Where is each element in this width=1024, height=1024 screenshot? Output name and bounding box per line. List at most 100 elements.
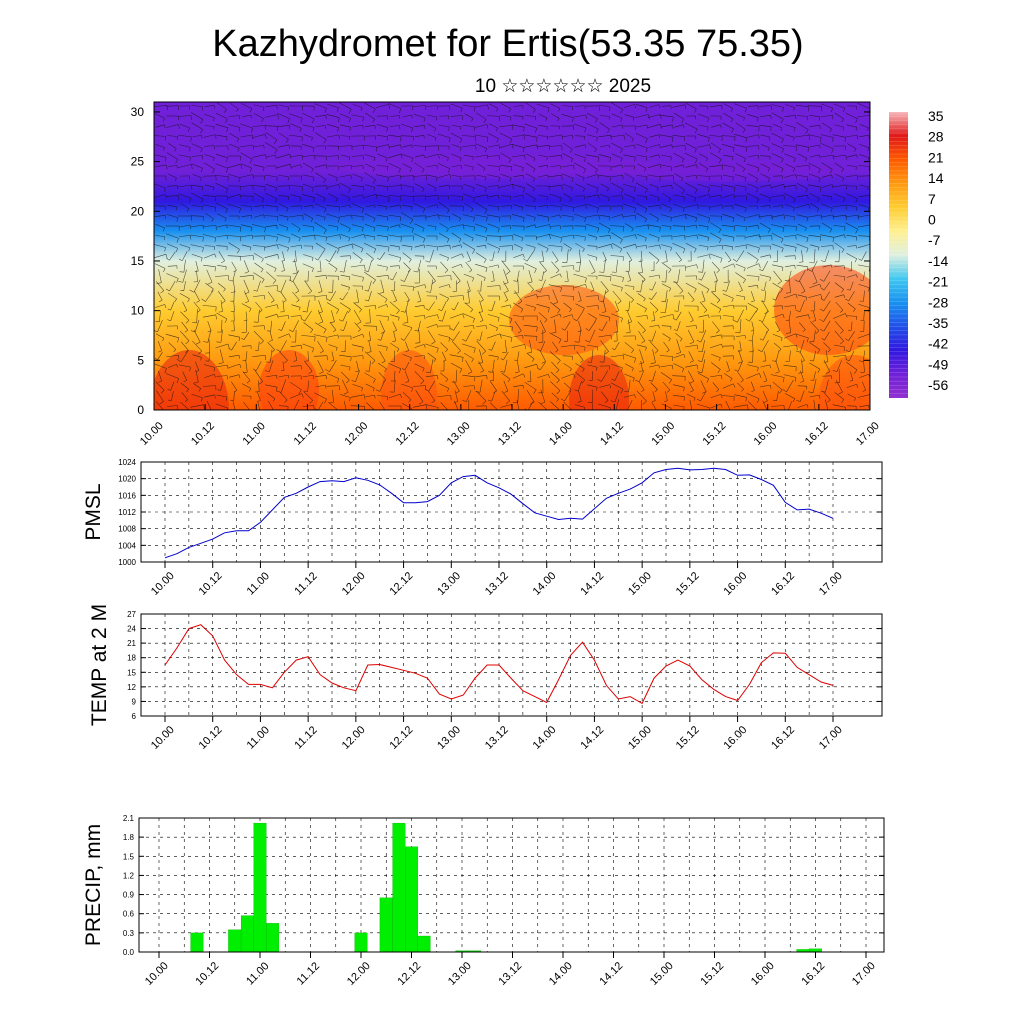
precip-bar [392,822,406,953]
x-tick-label: 16.00 [749,960,777,988]
precip-bar [190,932,204,953]
x-tick-label: 13.00 [435,570,463,598]
x-tick-label: 12.00 [340,724,368,752]
y-tick-label: 2.1 [123,814,135,823]
y-tick-label: 1000 [118,558,136,567]
colorbar-label: -28 [928,294,948,310]
panel-frame [140,461,883,563]
x-tick-label: 13.12 [496,960,524,988]
precip-bar [228,929,242,953]
y-tick-label: 1.5 [123,852,135,861]
y-tick-label: 12 [127,683,136,692]
y-tick-label: 0.3 [123,929,135,938]
x-tick-label: 10.00 [143,960,171,988]
cold-core [624,161,844,182]
x-tick-label: 12.12 [394,420,422,448]
x-tick-label: 11.12 [295,960,322,987]
y-tick-label: 1024 [118,458,136,467]
y-tick-label: 9 [132,697,137,706]
colorbar-label: 14 [928,170,944,186]
x-tick-label: 14.12 [578,570,606,598]
x-tick-label: 12.00 [345,960,373,988]
colorbar-label: 7 [928,191,936,207]
y-tick-label: 10 [131,304,145,318]
colorbar-label: -49 [928,356,948,372]
x-tick-label: 10.12 [189,420,217,448]
x-tick-label: 15.12 [700,420,728,448]
y-tick-label: 1008 [118,525,136,534]
x-tick-label: 17.00 [817,570,845,598]
y-tick-label: 0 [137,403,144,417]
y-tick-label: 0.9 [123,891,135,900]
x-tick-label: 10.12 [197,570,225,598]
warm-patch [819,355,870,410]
x-tick-label: 11.12 [292,420,319,447]
x-tick-label: 11.00 [240,420,267,447]
y-tick-label: 5 [137,353,144,367]
y-tick-label: 21 [127,639,136,648]
panel-frame [138,817,885,953]
colorbar: 35 28 21 14 7 0 -7 -14 -21 -28 -35 -42 -49 -56 [889,108,948,398]
precip-bar [354,932,368,953]
y-tick-label: 15 [131,254,145,268]
y-tick-label: 1020 [118,475,136,484]
x-tick-label: 10.12 [193,960,221,988]
cold-core [334,154,654,179]
y-tick-label: 1016 [118,491,136,500]
x-tick-label: 15.12 [674,570,702,598]
x-tick-label: 11.12 [292,570,319,597]
wind-barbs [154,102,870,410]
colorbar-label: -7 [928,232,941,248]
cross-section-plot: 0 5 10 15 20 25 30 10.00 10.12 11.00 11.12 12.00 12.… [131,101,882,448]
x-tick-label: 16.12 [769,570,797,598]
x-tick-label: 13.00 [435,724,463,752]
y-tick-label: 20 [131,204,145,218]
pmsl-line [164,467,834,559]
panel-frame [140,613,883,717]
y-tick-label: 27 [127,610,136,619]
warm-patch [381,350,437,410]
grid [141,613,882,717]
y-tick-label: 1012 [118,508,136,517]
x-tick-label: 11.00 [245,724,272,751]
colorbar-label: -42 [928,336,948,352]
precip-bar [405,846,418,953]
x-tick-label: 13.12 [483,570,511,598]
x-tick-label: 10.00 [149,724,177,752]
x-tick-label: 16.00 [752,420,780,448]
y-tick-label: 15 [127,668,136,677]
colorbar-label: 28 [928,129,944,145]
colorbar-label: 21 [928,149,944,165]
x-tick-label: 16.12 [769,724,797,752]
x-tick-label: 12.12 [387,724,415,752]
page-subtitle: 10 ☆☆☆☆☆☆ 2025 [475,76,651,97]
x-tick-label: 15.00 [626,724,654,752]
x-tick-label: 14.12 [578,724,606,752]
x-tick-label: 17.00 [854,420,882,448]
x-tick-label: 13.00 [446,960,474,988]
x-tick-label: 14.12 [597,960,625,988]
x-tick-label: 16.12 [803,420,831,448]
temp2m-line [164,624,834,705]
x-tick-label: 15.00 [626,570,654,598]
colorbar-label: -35 [928,315,948,331]
y-tick-label: 24 [127,625,136,634]
y-tick-label: 30 [131,105,145,119]
colorbar-label: -56 [928,377,948,393]
colorbar-label: -14 [928,253,948,269]
y-tick-label: 1.8 [123,833,135,842]
x-tick-label: 16.12 [799,960,827,988]
pmsl-ylabel: PMSL [82,483,105,540]
warm-patch [774,265,870,355]
x-tick-label: 15.12 [698,960,726,988]
x-tick-label: 11.00 [244,960,271,987]
x-tick-label: 17.00 [850,960,878,988]
precip-bar [379,897,393,953]
temperature-field [154,102,870,410]
y-tick-label: 18 [127,654,136,663]
x-tick-label: 17.00 [817,724,845,752]
x-tick-label: 13.12 [483,724,511,752]
x-tick-label: 15.12 [674,724,702,752]
warm-patch [259,350,319,410]
